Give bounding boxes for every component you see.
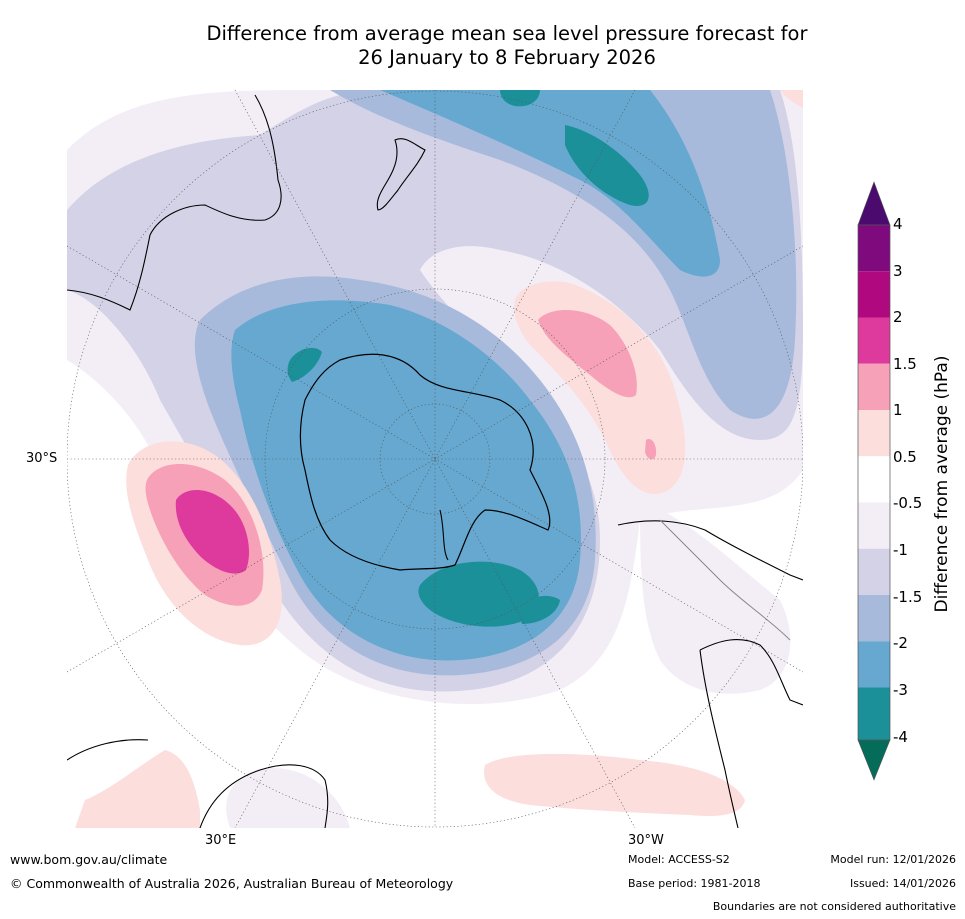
colorbar-bin-1-1.5	[858, 363, 890, 410]
colorbar-tick-1: 1	[893, 401, 903, 419]
map-panel	[67, 90, 803, 828]
antarctica-coastline	[299, 353, 551, 571]
anomaly-region--3-e	[518, 595, 560, 624]
colorbar-bin-0.5-1	[858, 410, 890, 457]
colorbar-bin--1--0.5	[858, 502, 890, 549]
graticule	[67, 90, 803, 828]
footer-copyright: © Commonwealth of Australia 2026, Austra…	[10, 876, 454, 891]
footer-disclaimer: Boundaries are not considered authoritat…	[712, 900, 956, 913]
footer-url[interactable]: www.bom.gov.au/climate	[10, 852, 168, 867]
colorbar-tick--2: -2	[893, 634, 908, 652]
footer-model-run: Model run: 12/01/2026	[830, 853, 956, 866]
anomaly-region-1-c	[645, 439, 657, 460]
colorbar-bin-neutral	[858, 456, 890, 503]
colorbar-tick--0.5: -0.5	[893, 494, 923, 512]
anomaly-region-1	[538, 310, 637, 398]
new-zealand-coastline	[376, 138, 426, 211]
colorbar-title: Difference from average (hPa)	[932, 355, 952, 613]
lon-label-30e: 30°E	[205, 833, 237, 848]
lat-label-30s: 30°S	[26, 451, 58, 466]
chart-title: Difference from average mean sea level p…	[0, 22, 965, 70]
colorbar-tick--1.5: -1.5	[893, 588, 923, 606]
colorbar-tick--4: -4	[893, 728, 908, 746]
colorbar-tick-2: 2	[893, 308, 903, 326]
africa-coastline	[67, 739, 329, 828]
title-line-1: Difference from average mean sea level p…	[206, 22, 808, 45]
colorbar-tick--1: -1	[893, 541, 908, 559]
colorbar-tick-0.5: 0.5	[893, 448, 917, 466]
anomaly-region--2	[380, 90, 720, 277]
colorbar-bin--3--2	[858, 641, 890, 688]
south-america-coastline	[617, 520, 803, 828]
south-america-border	[659, 519, 791, 641]
colorbar-bin-3-4	[858, 225, 890, 272]
colorbar-tick--3: -3	[893, 681, 908, 699]
colorbar-tick-1.5: 1.5	[893, 355, 917, 373]
anomaly-region-0.5-d	[75, 750, 200, 828]
anomaly-region--0.5-b	[640, 500, 791, 694]
anomaly-region--3-b	[500, 90, 540, 107]
colorbar-bin-1.5-2	[858, 317, 890, 364]
colorbar-arrow-bottom	[857, 739, 891, 781]
anomaly-region--3-d	[287, 347, 322, 382]
colorbar-bin-2-3	[858, 271, 890, 318]
anomaly-region-0.5-c	[484, 753, 745, 817]
antarctic-peninsula	[439, 509, 449, 561]
lon-label-30w: 30°W	[628, 833, 664, 848]
anomaly-region-1.5	[175, 490, 250, 574]
colorbar-bin--2--1.5	[858, 595, 890, 642]
footer-issued: Issued: 14/01/2026	[849, 877, 956, 890]
colorbar	[857, 181, 891, 781]
footer-base-period: Base period: 1981-2018	[628, 877, 761, 890]
anomaly-region--0.5-c	[226, 768, 350, 828]
colorbar-arrow-top	[857, 181, 891, 226]
anomaly-region--3	[565, 125, 649, 206]
title-line-2: 26 January to 8 February 2026	[358, 46, 656, 69]
colorbar-tick-3: 3	[893, 262, 903, 280]
colorbar-tick-4: 4	[893, 215, 903, 233]
anomaly-region--3-c	[418, 561, 539, 627]
anomaly-region-0.5-e	[780, 90, 803, 108]
australia-coastline	[67, 94, 282, 311]
footer-model: Model: ACCESS-S2	[628, 853, 730, 866]
colorbar-bin--4--3	[858, 687, 890, 740]
colorbar-bin--1.5--1	[858, 548, 890, 595]
colorbar-outline	[857, 224, 891, 741]
